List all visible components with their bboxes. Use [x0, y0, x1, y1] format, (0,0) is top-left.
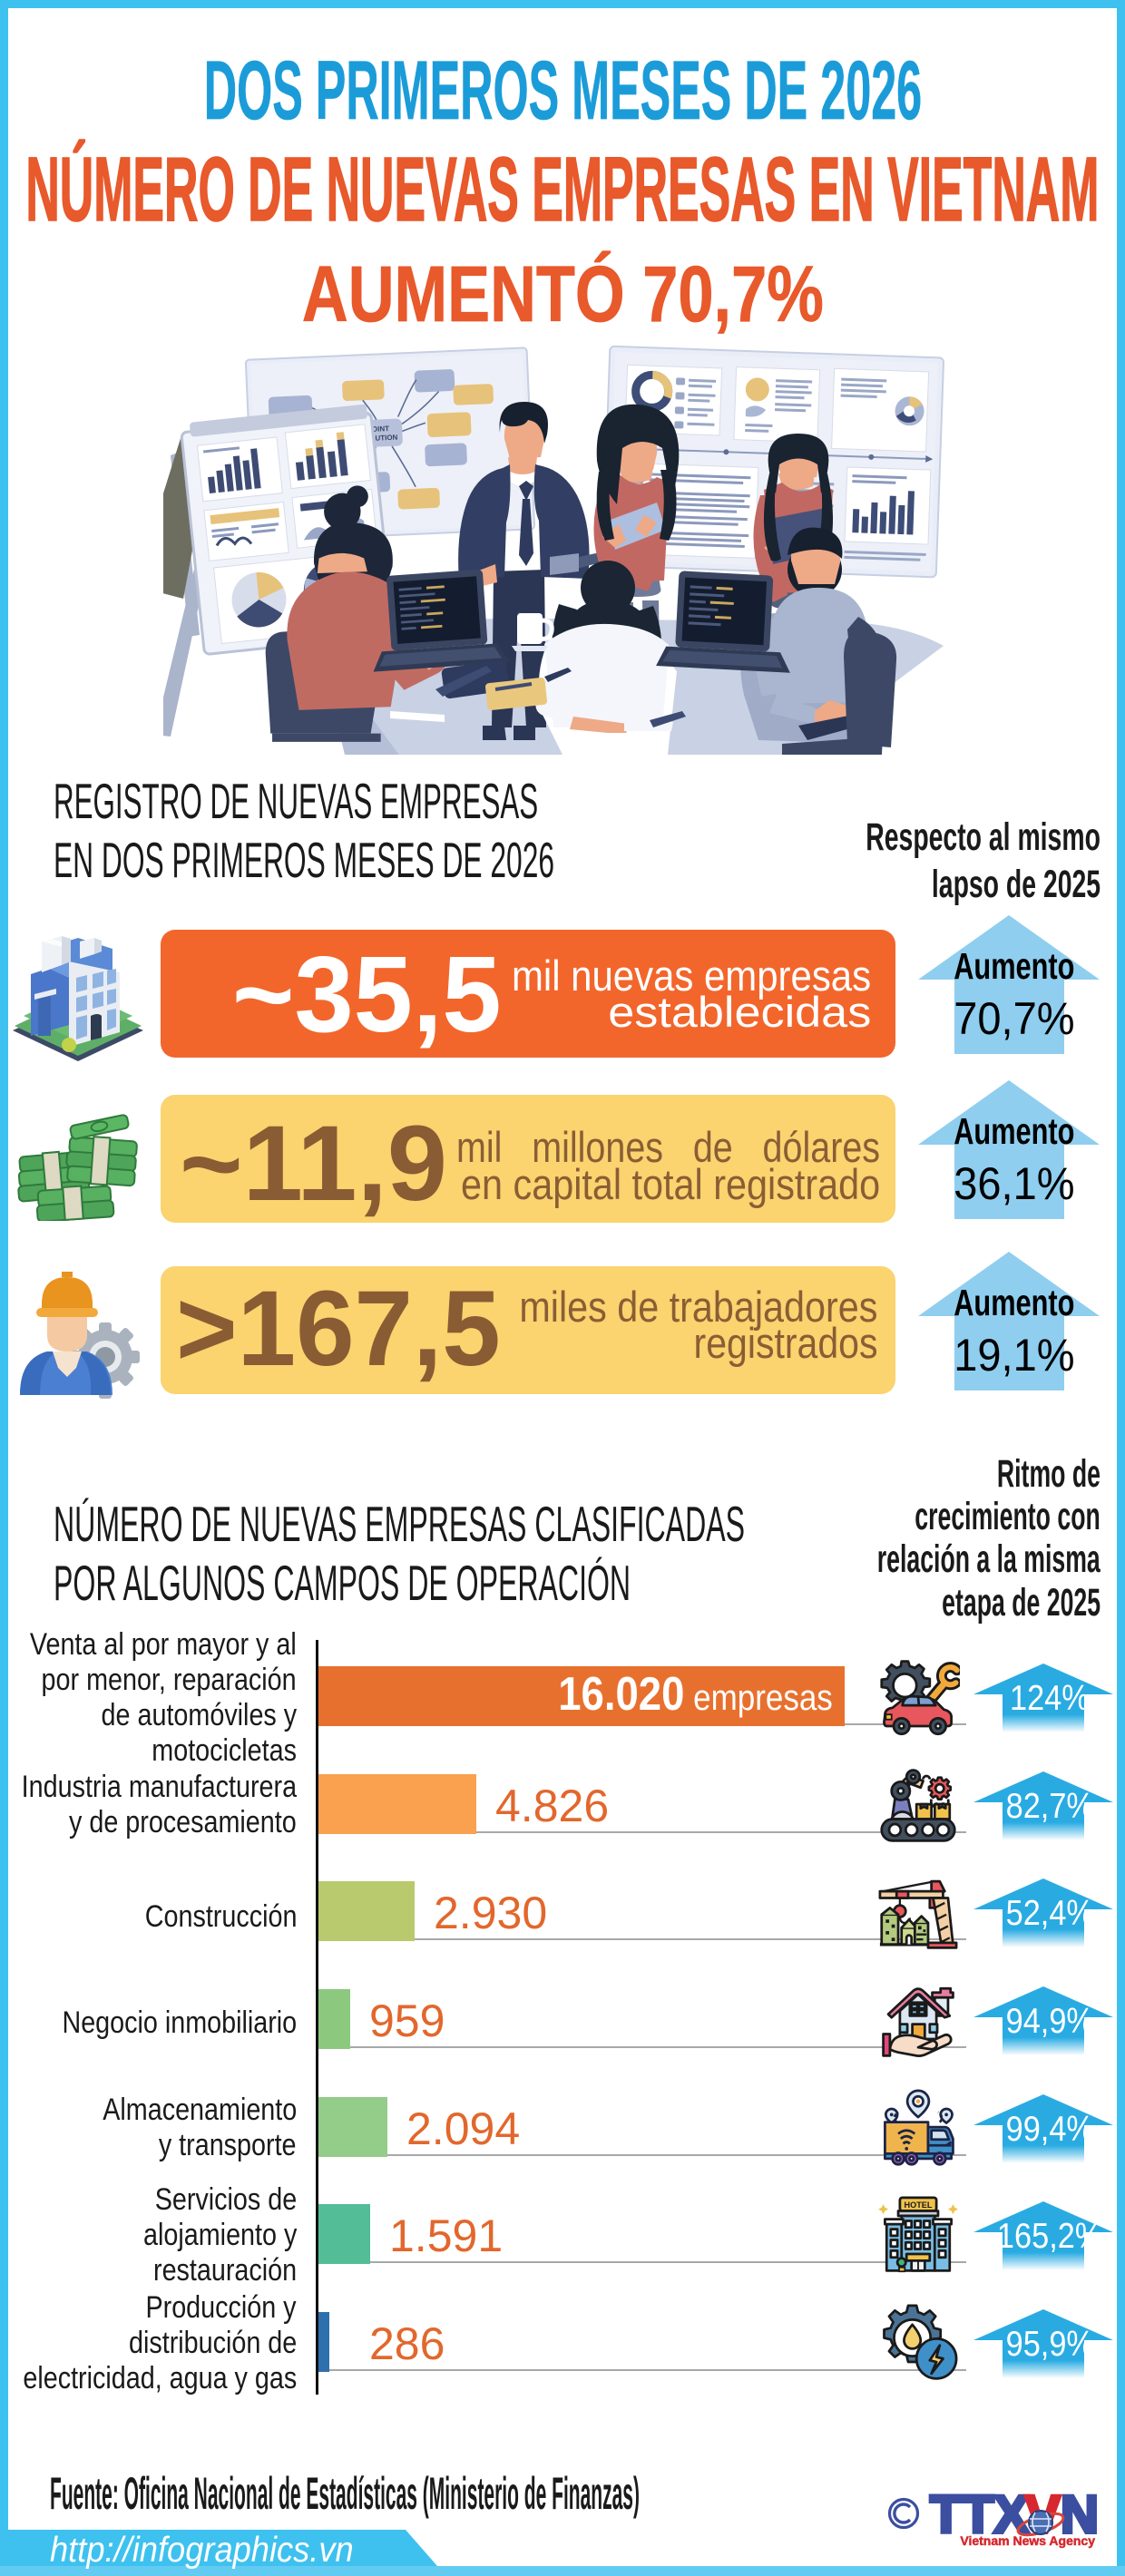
svg-text:N: N [1061, 2485, 1096, 2544]
svg-text:TTX: TTX [930, 2485, 1029, 2544]
svg-text:JOINT: JOINT [367, 424, 389, 434]
svg-text:Vietnam News Agency: Vietnam News Agency [960, 2533, 1095, 2548]
svg-text:SOLUTION: SOLUTION [360, 434, 398, 444]
svg-text:HOTEL: HOTEL [905, 2200, 933, 2210]
